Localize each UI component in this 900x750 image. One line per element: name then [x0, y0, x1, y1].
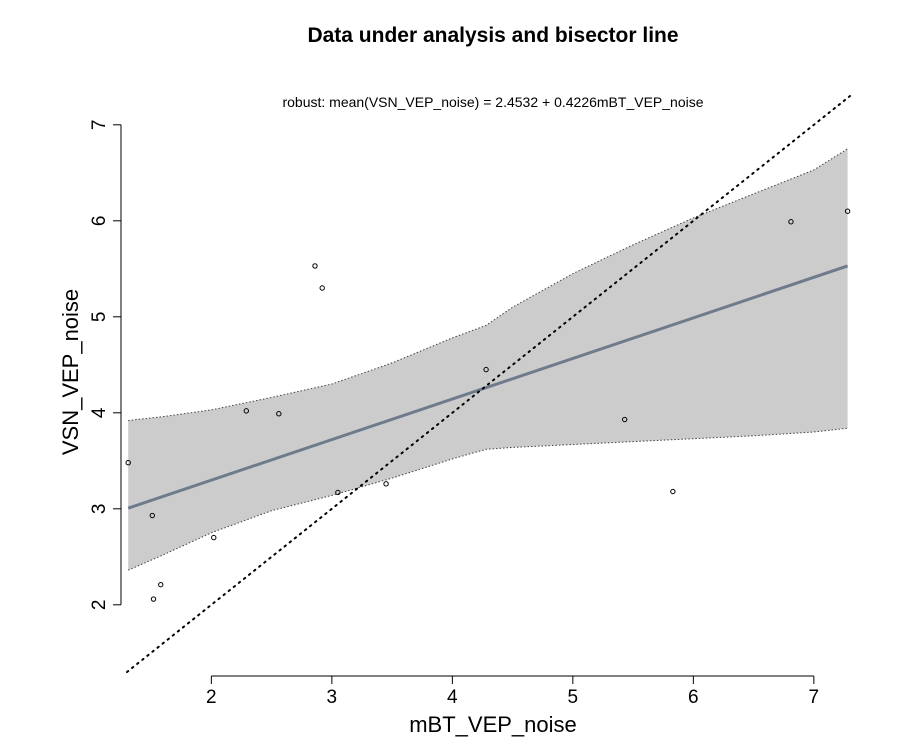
points-layer [125, 208, 851, 602]
data-point [149, 512, 156, 519]
data-point [844, 208, 851, 214]
x-tick-label: 6 [688, 687, 699, 708]
confidence-band-layer [127, 148, 848, 571]
x-tick-label: 7 [809, 687, 820, 708]
y-tick-label: 6 [89, 216, 110, 227]
data-point [670, 488, 676, 495]
confidence-band [128, 148, 848, 571]
x-tick-label: 2 [206, 687, 217, 708]
chart-subtitle: robust: mean(VSN_VEP_noise) = 2.4532 + 0… [282, 94, 703, 110]
chart-title: Data under analysis and bisector line [307, 24, 678, 47]
data-point [243, 408, 249, 414]
data-point [383, 481, 389, 487]
data-point [276, 411, 282, 417]
y-tick-label: 3 [89, 504, 110, 515]
y-tick-label: 7 [89, 120, 110, 131]
x-axis-title: mBT_VEP_noise [409, 712, 577, 737]
data-point [158, 581, 164, 588]
x-tick-label: 5 [568, 687, 579, 708]
y-axis-title: VSN_VEP_noise [58, 289, 83, 455]
data-point [788, 219, 794, 225]
confidence-band-lower-edge [127, 427, 848, 571]
data-point [483, 366, 489, 373]
y-tick-label: 2 [89, 600, 110, 611]
x-axis: 2 3 4 5 6 7 [206, 675, 820, 708]
y-tick-label: 5 [89, 312, 110, 323]
bisector-layer [126, 95, 851, 673]
bisector-line [126, 95, 851, 673]
x-tick-label: 4 [447, 687, 458, 708]
data-point [312, 263, 318, 269]
y-tick-label: 4 [89, 407, 110, 418]
data-point [319, 285, 325, 291]
data-point [211, 534, 217, 541]
data-point [125, 460, 131, 466]
data-point [150, 596, 157, 602]
confidence-band-upper-edge [128, 148, 848, 421]
y-axis: 2 3 4 5 6 7 [89, 120, 122, 611]
data-point [335, 489, 341, 496]
x-tick-label: 3 [327, 687, 338, 708]
fit-line-layer [127, 264, 849, 510]
data-point [621, 416, 628, 423]
fit-line [127, 264, 849, 510]
